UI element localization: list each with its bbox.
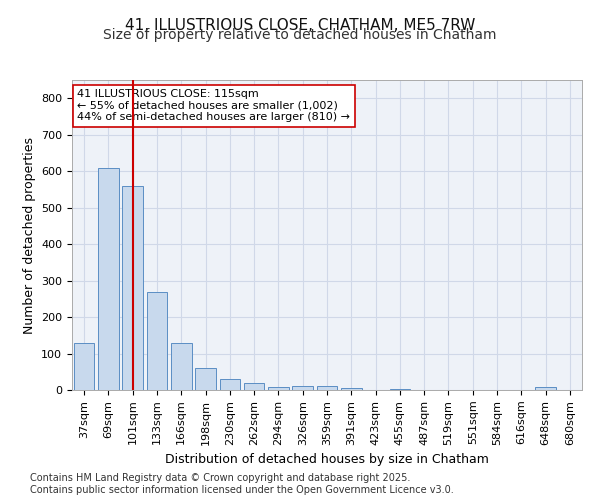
Bar: [146, 292, 167, 390]
Bar: [74, 342, 94, 390]
Bar: [195, 368, 216, 390]
Bar: [292, 386, 313, 390]
Bar: [244, 382, 265, 390]
Text: Size of property relative to detached houses in Chatham: Size of property relative to detached ho…: [103, 28, 497, 42]
Bar: [171, 342, 191, 390]
Y-axis label: Number of detached properties: Number of detached properties: [23, 136, 35, 334]
X-axis label: Distribution of detached houses by size in Chatham: Distribution of detached houses by size …: [165, 453, 489, 466]
Bar: [122, 186, 143, 390]
Bar: [268, 387, 289, 390]
Text: 41 ILLUSTRIOUS CLOSE: 115sqm
← 55% of detached houses are smaller (1,002)
44% of: 41 ILLUSTRIOUS CLOSE: 115sqm ← 55% of de…: [77, 90, 350, 122]
Bar: [535, 387, 556, 390]
Bar: [341, 388, 362, 390]
Bar: [220, 379, 240, 390]
Text: Contains HM Land Registry data © Crown copyright and database right 2025.
Contai: Contains HM Land Registry data © Crown c…: [30, 474, 454, 495]
Bar: [98, 168, 119, 390]
Text: 41, ILLUSTRIOUS CLOSE, CHATHAM, ME5 7RW: 41, ILLUSTRIOUS CLOSE, CHATHAM, ME5 7RW: [125, 18, 475, 32]
Bar: [317, 386, 337, 390]
